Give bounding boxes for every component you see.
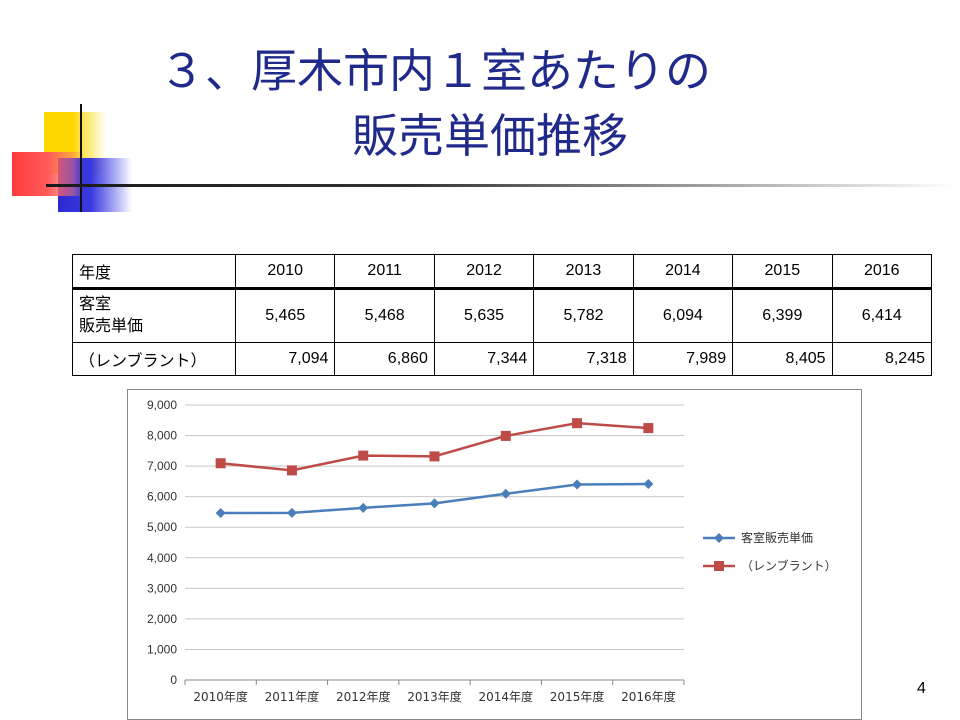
data-point xyxy=(358,450,369,461)
table-cell: 6,860 xyxy=(334,342,435,376)
page-number: 4 xyxy=(917,680,926,697)
table-cell: 7,989 xyxy=(632,342,734,376)
legend-marker xyxy=(714,533,724,543)
table-cell: 6,094 xyxy=(632,288,734,343)
y-tick-label: 5,000 xyxy=(147,520,177,534)
table-header-cell: 2011 xyxy=(334,254,435,290)
row-label-line: 客室 xyxy=(79,296,112,313)
data-point xyxy=(429,451,440,462)
row-label-room-price: 客室 販売単価 xyxy=(72,288,236,343)
table-cell: 5,635 xyxy=(433,288,535,343)
price-table: 年度 2010 2011 2012 2013 2014 2015 2016 客室… xyxy=(72,254,933,376)
line-chart-frame: 0 1,000 2,000 3,000 4,000 5,000 6,000 7,000 8,00… xyxy=(127,389,862,720)
x-tick-label: 2010年度 xyxy=(193,689,248,704)
y-tick-label: 3,000 xyxy=(147,581,177,595)
legend-marker xyxy=(714,561,724,571)
table-header-cell: 2016 xyxy=(831,254,933,290)
data-point xyxy=(572,479,583,490)
y-tick-label: 4,000 xyxy=(147,551,177,565)
table-header-cell: 2013 xyxy=(533,254,634,290)
slide-title-line2: 販売単価推移 xyxy=(352,109,628,163)
legend-label: （レンブラント） xyxy=(741,558,837,573)
table-cell: 5,782 xyxy=(533,288,634,343)
data-point xyxy=(358,502,369,513)
x-tick-label: 2014年度 xyxy=(479,689,534,704)
data-point xyxy=(572,418,583,429)
table-header-row: 年度 2010 2011 2012 2013 2014 2015 2016 xyxy=(72,254,933,290)
table-cell: 7,344 xyxy=(433,342,535,376)
data-point xyxy=(215,458,226,469)
y-tick-label: 6,000 xyxy=(147,490,177,504)
x-tick-label: 2012年度 xyxy=(336,689,391,704)
y-tick-label: 8,000 xyxy=(147,429,177,443)
x-tick-label: 2011年度 xyxy=(265,689,320,704)
table-header-cell: 年度 xyxy=(72,254,236,290)
table-header-cell: 2010 xyxy=(234,254,336,290)
data-point xyxy=(500,488,511,499)
table-cell: 8,245 xyxy=(831,342,933,376)
table-cell: 5,468 xyxy=(334,288,435,343)
data-point xyxy=(429,498,440,509)
table-cell: 6,399 xyxy=(732,288,833,343)
x-tick-label: 2013年度 xyxy=(407,689,462,704)
table-header-cell: 2014 xyxy=(632,254,734,290)
data-point xyxy=(215,508,226,519)
slide-title-line1: ３、厚木市内１室あたりの xyxy=(159,44,711,98)
title-underline xyxy=(46,184,956,187)
row-label-line: 販売単価 xyxy=(79,318,144,335)
series-line xyxy=(220,421,649,472)
decor-vertical-line xyxy=(80,104,82,212)
data-point xyxy=(643,479,654,490)
line-chart: 0 1,000 2,000 3,000 4,000 5,000 6,000 7,000 8,00… xyxy=(147,398,837,704)
x-tick-label: 2016年度 xyxy=(621,689,676,704)
table-row: 客室 販売単価 5,465 5,468 5,635 5,782 6,094 6,… xyxy=(72,288,933,343)
table-header-cell: 2012 xyxy=(433,254,535,290)
legend-label: 客室販売単価 xyxy=(741,530,813,545)
data-point xyxy=(286,465,297,476)
table-cell: 6,414 xyxy=(831,288,933,343)
row-label-rembrandt: （レンブラント） xyxy=(72,342,236,376)
y-tick-label: 7,000 xyxy=(147,459,177,473)
data-point xyxy=(500,430,511,441)
data-point xyxy=(643,423,654,434)
table-cell: 7,094 xyxy=(234,342,336,376)
decor-red-square xyxy=(12,152,84,196)
x-tick-label: 2015年度 xyxy=(550,689,605,704)
table-cell: 7,318 xyxy=(533,342,634,376)
table-row: （レンブラント） 7,094 6,860 7,344 7,318 7,989 8… xyxy=(72,342,933,376)
table-cell: 5,465 xyxy=(234,288,336,343)
y-tick-label: 0 xyxy=(170,673,177,687)
y-tick-label: 9,000 xyxy=(147,398,177,412)
table-cell: 8,405 xyxy=(732,342,833,376)
y-tick-label: 1,000 xyxy=(147,642,177,656)
y-tick-label: 2,000 xyxy=(147,612,177,626)
table-header-cell: 2015 xyxy=(732,254,833,290)
data-point xyxy=(286,507,297,518)
